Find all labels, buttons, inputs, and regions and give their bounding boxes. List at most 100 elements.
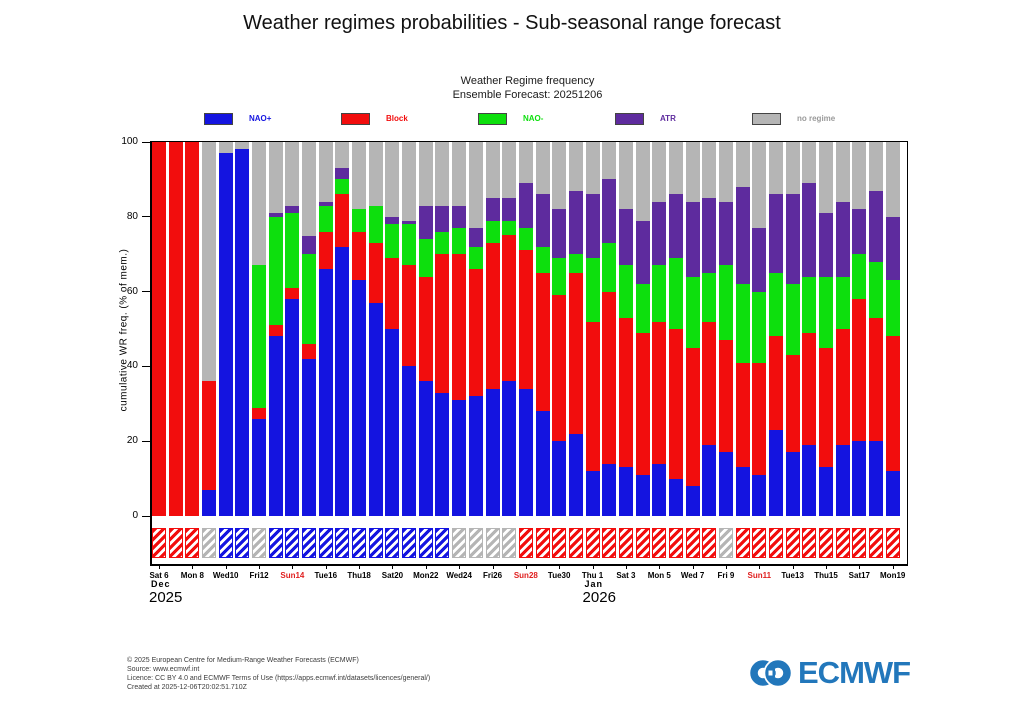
- segment-no-regime: [385, 142, 400, 217]
- x-axis-tick: [725, 564, 727, 569]
- segment-nao-minus: [718, 265, 733, 341]
- x-tick-label: Thu15: [814, 571, 838, 580]
- segment-no-regime: [618, 142, 633, 210]
- stacked-bar: [752, 142, 767, 516]
- x-tick-label: Wed 7: [680, 571, 705, 580]
- stacked-bar: [202, 142, 217, 516]
- dominant-regime-hatch: [252, 528, 267, 558]
- x-tick-label: Sun14: [280, 571, 305, 580]
- dominant-regime-hatch: [585, 528, 600, 558]
- segment-nao-minus: [335, 179, 350, 195]
- segment-nao-plus: [635, 474, 650, 516]
- x-axis-tick: [692, 564, 694, 569]
- segment-nao-minus: [318, 205, 333, 232]
- legend-label-nao-minus: NAO-: [523, 114, 544, 123]
- segment-nao-plus: [735, 467, 750, 516]
- segment-nao-minus: [502, 220, 517, 236]
- segment-block: [885, 336, 900, 472]
- x-axis-tick: [159, 564, 160, 569]
- dominant-regime-hatch: [835, 528, 850, 558]
- segment-nao-plus: [485, 388, 500, 516]
- legend-label-no-regime: no regime: [797, 114, 836, 123]
- x-axis-tick: [559, 564, 561, 569]
- segment-block: [502, 235, 517, 382]
- segment-atr: [452, 205, 467, 229]
- y-axis-tick: [142, 440, 150, 442]
- segment-nao-minus: [602, 242, 617, 292]
- segment-block: [485, 242, 500, 389]
- segment-nao-plus: [435, 392, 450, 516]
- segment-atr: [752, 228, 767, 292]
- x-tick-label: Thu18: [347, 571, 371, 580]
- segment-nao-plus: [302, 358, 317, 516]
- dominant-regime-hatch: [468, 528, 483, 558]
- stacked-bar: [618, 142, 633, 516]
- segment-nao-plus: [652, 463, 667, 516]
- segment-block: [435, 254, 450, 393]
- segment-nao-plus: [468, 396, 483, 516]
- segment-nao-plus: [585, 471, 600, 516]
- segment-block: [302, 343, 317, 359]
- legend-label-block: Block: [386, 114, 408, 123]
- stacked-bar: [235, 142, 250, 516]
- dominant-regime-hatch: [485, 528, 500, 558]
- x-tick-label: Fri12: [249, 571, 269, 580]
- segment-no-regime: [869, 142, 884, 191]
- segment-block: [335, 194, 350, 247]
- segment-atr: [735, 186, 750, 285]
- segment-nao-plus: [452, 400, 467, 516]
- segment-block: [718, 340, 733, 453]
- segment-block: [702, 321, 717, 445]
- stacked-bar: [802, 142, 817, 516]
- segment-nao-plus: [318, 269, 333, 516]
- segment-no-regime: [835, 142, 850, 202]
- segment-atr: [535, 194, 550, 247]
- segment-block: [352, 231, 367, 281]
- segment-nao-minus: [785, 284, 800, 356]
- segment-atr: [702, 198, 717, 273]
- dominant-regime-hatch: [168, 528, 183, 558]
- footer-line: © 2025 European Centre for Medium-Range …: [127, 657, 359, 664]
- legend-swatch-nao-plus: [204, 113, 233, 125]
- segment-nao-minus: [452, 228, 467, 255]
- x-axis-tick: [192, 564, 194, 569]
- segment-no-regime: [752, 142, 767, 229]
- segment-nao-plus: [402, 366, 417, 516]
- y-axis-tick-label: 0: [132, 510, 138, 521]
- segment-nao-plus: [335, 246, 350, 516]
- stacked-bar: [768, 142, 783, 516]
- segment-block: [768, 336, 783, 430]
- segment-no-regime: [652, 142, 667, 202]
- segment-block: [685, 347, 700, 487]
- segment-atr: [652, 201, 667, 266]
- dominant-regime-hatch: [735, 528, 750, 558]
- dominant-regime-hatch: [652, 528, 667, 558]
- segment-atr: [318, 201, 333, 206]
- stacked-bar: [568, 142, 583, 516]
- segment-nao-plus: [368, 302, 383, 516]
- segment-no-regime: [585, 142, 600, 195]
- ecmwf-logo-icon: [750, 658, 793, 688]
- segment-nao-minus: [302, 254, 317, 344]
- segment-block: [635, 332, 650, 475]
- segment-nao-plus: [352, 280, 367, 516]
- dominant-regime-hatch: [218, 528, 233, 558]
- segment-nao-minus: [285, 213, 300, 288]
- dominant-regime-hatch: [302, 528, 317, 558]
- dominant-regime-hatch: [668, 528, 683, 558]
- segment-atr: [285, 205, 300, 214]
- segment-block: [552, 295, 567, 442]
- dominant-regime-hatch: [435, 528, 450, 558]
- dominant-regime-hatch: [852, 528, 867, 558]
- stacked-bar: [252, 142, 267, 516]
- segment-nao-plus: [252, 418, 267, 516]
- segment-nao-plus: [235, 149, 250, 516]
- segment-atr: [602, 179, 617, 243]
- y-axis-tick: [142, 365, 150, 367]
- segment-no-regime: [702, 142, 717, 199]
- segment-nao-plus: [268, 336, 283, 516]
- y-axis-tick-label: 40: [126, 360, 138, 372]
- segment-nao-plus: [202, 489, 217, 516]
- segment-atr: [502, 198, 517, 221]
- segment-no-regime: [685, 142, 700, 202]
